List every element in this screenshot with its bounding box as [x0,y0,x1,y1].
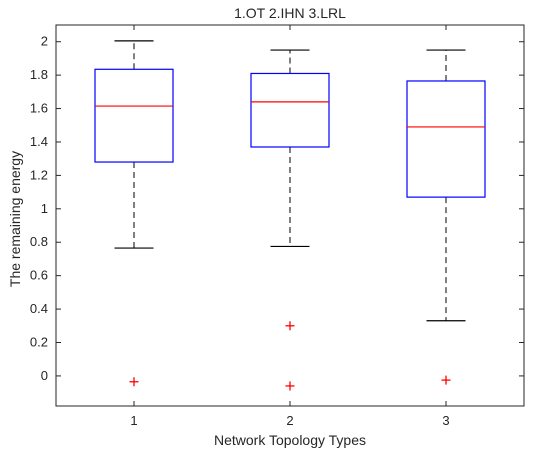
outlier-marker [285,321,295,331]
y-tick-label: 1.6 [30,101,48,116]
y-tick-label: 0 [41,368,48,383]
y-tick-label: 0.8 [30,234,48,249]
plot-frame [55,24,525,407]
iqr-box [94,68,174,163]
x-tick-label: 1 [130,413,137,428]
iqr-box [406,80,486,198]
outlier-marker [285,381,295,391]
y-tick-label: 1 [41,201,48,216]
y-tick-label: 1.8 [30,67,48,82]
y-tick-label: 0.6 [30,268,48,283]
outlier-marker [129,377,139,387]
chart-title: 1.OT 2.IHN 3.LRL [234,5,346,21]
y-tick-label: 2 [41,34,48,49]
iqr-box [250,72,330,148]
y-tick-label: 1.4 [30,134,48,149]
y-tick-label: 0.4 [30,301,48,316]
x-tick-label: 3 [442,413,449,428]
outlier-marker [441,375,451,385]
y-tick-label: 0.2 [30,335,48,350]
x-axis-label: Network Topology Types [214,432,366,448]
y-axis-label: The remaining energy [7,151,23,287]
plot-area: 0 0.2 0.4 0.6 0.8 1 1.2 1.4 1.6 1.8 2 1 2 3 [30,24,525,428]
y-tick-label: 1.2 [30,167,48,182]
x-tick-label: 2 [286,413,293,428]
